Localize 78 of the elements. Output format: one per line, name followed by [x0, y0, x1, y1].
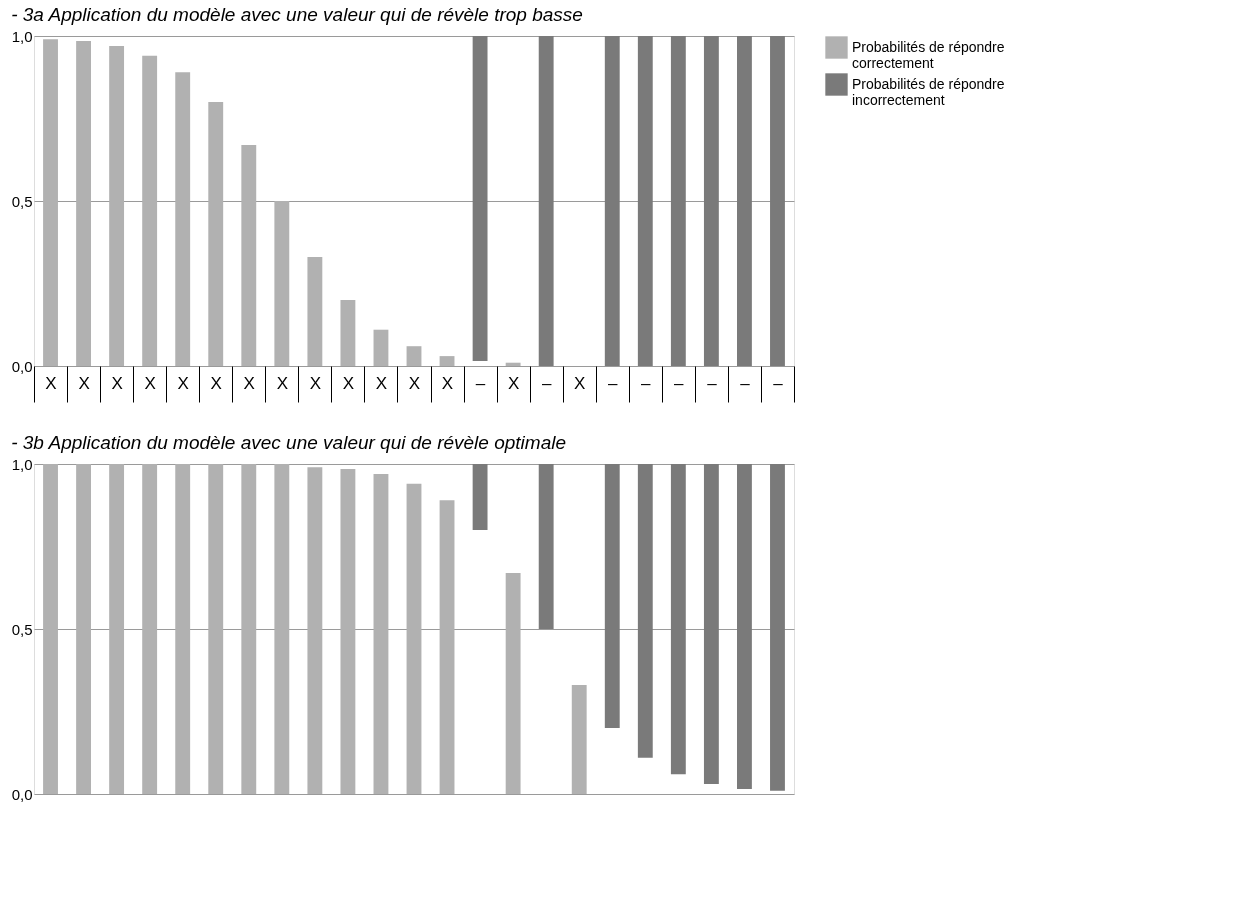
bar: [472, 36, 488, 362]
bar: [538, 464, 554, 629]
bar: [373, 473, 389, 794]
x-tick-label: X: [342, 373, 355, 393]
bar: [604, 36, 620, 366]
x-tick-label: X: [177, 373, 189, 393]
bar: [505, 362, 521, 366]
bar: [703, 464, 719, 785]
bar: [208, 102, 224, 366]
y-tick-label: 0,5: [11, 620, 33, 638]
bar: [76, 464, 91, 794]
bar: [737, 36, 752, 366]
y-tick-label: 1,0: [11, 455, 33, 473]
x-tick-label: X: [111, 373, 123, 393]
x-tick-label: X: [375, 373, 388, 393]
bar: [770, 464, 785, 791]
bar: [637, 464, 653, 758]
bar: [175, 464, 191, 794]
bar: [340, 300, 356, 366]
y-tick-label: 0,0: [11, 357, 33, 375]
legend-label: Probabilités de répondre correctement: [852, 38, 1005, 71]
bar: [43, 464, 58, 794]
x-tick-label: –: [641, 373, 652, 393]
y-tick-label: 0,0: [11, 785, 33, 803]
bar: [472, 464, 488, 530]
x-tick-label: X: [144, 373, 156, 393]
bar: [604, 464, 620, 728]
chart-title: - 3b Application du modèle avec une valeur qui de révèle optimale: [11, 432, 567, 453]
bar: [737, 464, 752, 790]
bar: [274, 464, 290, 794]
x-tick-label: X: [309, 373, 322, 393]
bar: [538, 36, 554, 366]
x-tick-label: –: [773, 373, 784, 393]
bar: [142, 55, 158, 366]
x-tick-label: X: [210, 373, 222, 393]
x-tick-label: –: [541, 373, 552, 393]
bar: [43, 39, 58, 366]
bar: [637, 36, 653, 366]
x-tick-label: –: [475, 373, 486, 393]
bar: [505, 572, 521, 794]
y-tick-label: 1,0: [11, 27, 33, 45]
bar: [76, 40, 91, 366]
bar: [439, 500, 455, 794]
x-tick-label: X: [276, 373, 288, 393]
x-tick-label: –: [608, 373, 619, 393]
bar: [373, 329, 389, 366]
x-tick-label: –: [707, 373, 718, 393]
bar: [670, 464, 686, 775]
bar: [571, 685, 587, 794]
x-tick-label: X: [243, 373, 255, 393]
bar: [109, 45, 125, 366]
bar: [703, 36, 719, 366]
bar: [307, 257, 323, 366]
bar: [142, 464, 158, 794]
bar: [208, 464, 224, 794]
legend-label: Probabilités de répondre incorrectement: [852, 75, 1005, 108]
y-tick-label: 0,5: [11, 192, 33, 210]
bar: [340, 468, 356, 794]
x-tick-label: X: [78, 373, 90, 393]
bar: [406, 483, 422, 794]
bar: [109, 464, 125, 794]
bar: [439, 356, 455, 366]
bar: [274, 201, 290, 366]
x-tick-label: –: [740, 373, 751, 393]
bar: [241, 144, 257, 366]
x-tick-label: X: [441, 373, 454, 393]
x-tick-label: X: [408, 373, 421, 393]
x-tick-label: X: [507, 373, 520, 393]
x-tick-label: X: [574, 373, 586, 393]
bar: [670, 36, 686, 366]
bar: [406, 346, 422, 366]
bar: [307, 467, 323, 794]
bar: [770, 36, 785, 366]
x-tick-label: X: [45, 373, 57, 393]
bar: [175, 72, 191, 366]
bar: [241, 464, 257, 794]
chart-title: - 3a Application du modèle avec une valeur qui de révèle trop basse: [11, 4, 583, 25]
x-tick-label: –: [674, 373, 685, 393]
